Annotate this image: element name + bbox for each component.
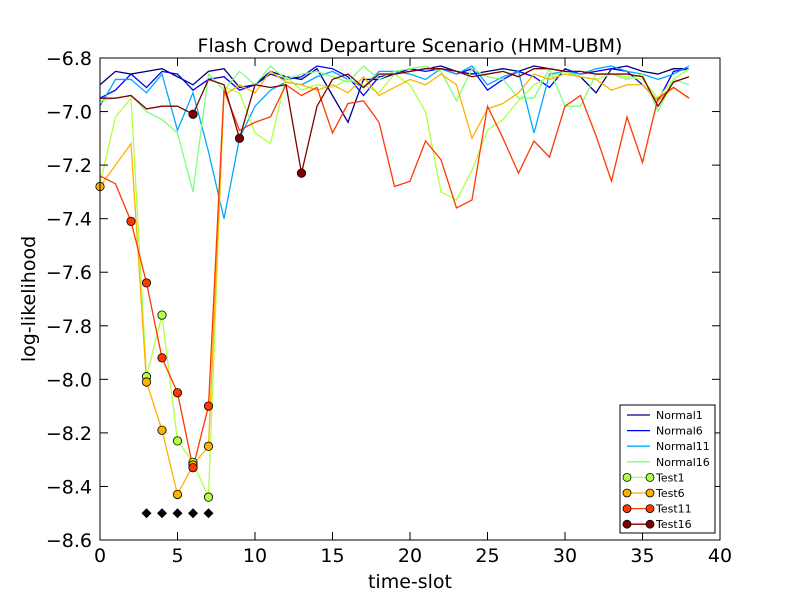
diamond-marker-5: [172, 508, 183, 519]
y-tick-label: −7.6: [46, 262, 92, 284]
diamond-marker-4: [157, 508, 167, 519]
legend-marker-test11-0: [622, 504, 632, 514]
diamond-marker-7: [203, 508, 214, 519]
legend-marker-test1-0: [622, 472, 632, 482]
plot-area: [95, 65, 690, 519]
legend-marker-test11-1: [645, 504, 655, 514]
legend-label-normal6: Normal6: [656, 425, 703, 438]
y-axis-label: log-likelihood: [18, 236, 40, 362]
x-tick-label: 0: [94, 545, 106, 567]
legend: Normal1 Normal6 Normal11 Normal16 Test1 Test6…: [619, 404, 716, 534]
marker-test1-5: [172, 436, 183, 446]
x-tick-label: 20: [398, 545, 422, 567]
series-line-normal16: [99, 65, 690, 193]
marker-test11-5: [172, 388, 183, 398]
x-tick-label: 5: [171, 545, 183, 567]
series-line-test16: [100, 68, 690, 174]
legend-box: [619, 404, 716, 534]
marker-test6-3: [141, 377, 152, 387]
marker-test11-6: [188, 463, 198, 473]
x-tick-label: 25: [475, 545, 499, 567]
y-tick-label: −7.8: [46, 316, 92, 338]
marker-test11-4: [157, 353, 167, 363]
marker-test1-4: [157, 310, 167, 320]
y-tick-label: −8.2: [46, 423, 92, 445]
marker-test16-6: [188, 109, 198, 119]
y-axis: −8.6 −8.4 −8.2 −8.0 −7.8 −7.6 −7.4 −7.2 −7.0 −6.8: [46, 48, 720, 552]
y-tick-label: −7.4: [46, 209, 92, 231]
marker-test6-4: [157, 425, 167, 435]
y-tick-label: −6.8: [46, 48, 92, 70]
y-tick-label: −8.6: [46, 530, 92, 552]
legend-label-normal11: Normal11: [656, 440, 710, 453]
legend-marker-test6-0: [622, 488, 632, 498]
marker-test11-3: [141, 278, 152, 288]
diamond-marker-3: [141, 508, 152, 519]
y-tick-label: −7.2: [46, 155, 92, 177]
legend-marker-test1-1: [645, 472, 655, 482]
marker-test6-7: [203, 441, 214, 451]
x-axis: 0 5 10 15 20 25 30 35 40: [94, 58, 732, 567]
legend-label-test11: Test11: [655, 503, 692, 516]
chart-title: Flash Crowd Departure Scenario (HMM-UBM): [198, 35, 623, 57]
legend-marker-test6-1: [645, 488, 655, 498]
legend-label-test1: Test1: [655, 471, 685, 484]
series-line-test6: [99, 70, 690, 497]
marker-test6-5: [172, 489, 183, 500]
x-tick-label: 35: [630, 545, 654, 567]
legend-label-normal1: Normal1: [656, 409, 703, 422]
legend-label-test16: Test16: [655, 518, 692, 531]
marker-test11-2: [126, 216, 136, 226]
legend-marker-test16-1: [645, 519, 655, 529]
x-tick-label: 10: [243, 545, 267, 567]
x-tick-label: 15: [320, 545, 344, 567]
y-tick-label: −7.0: [46, 102, 92, 124]
legend-marker-test16-0: [622, 519, 632, 529]
diamond-marker-6: [188, 508, 198, 519]
legend-label-normal16: Normal16: [656, 456, 710, 469]
marker-test11-7: [203, 401, 214, 411]
series-line-test11: [99, 83, 690, 468]
legend-label-test6: Test6: [655, 487, 685, 500]
x-tick-label: 30: [553, 545, 577, 567]
marker-test16-13: [296, 168, 307, 178]
y-tick-label: −8.0: [46, 369, 92, 391]
y-tick-label: −8.4: [46, 476, 92, 498]
x-axis-label: time-slot: [368, 571, 452, 593]
marker-test1-7: [203, 492, 214, 502]
marker-test16-9: [234, 133, 245, 143]
x-tick-label: 40: [708, 545, 732, 567]
